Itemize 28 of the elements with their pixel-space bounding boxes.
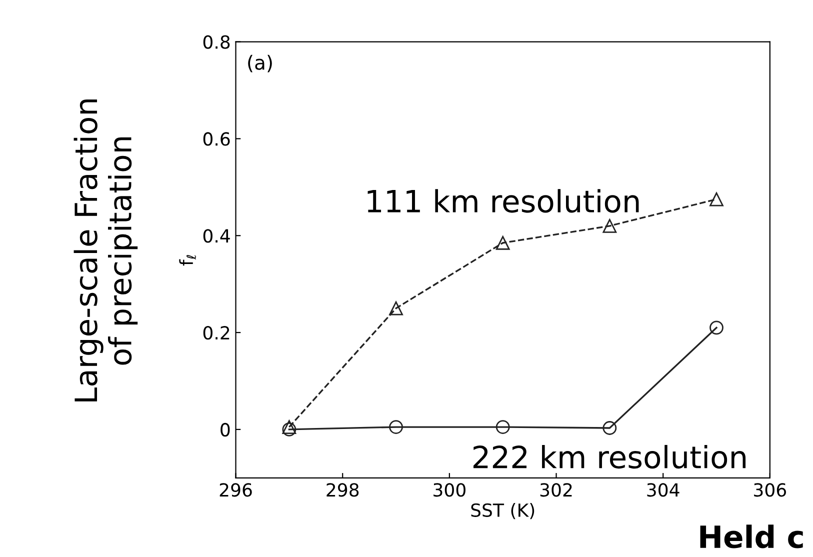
y-tick-label: 0.8 [203,35,230,49]
x-tick-label: 302 [540,483,572,497]
point [389,301,403,316]
point [710,192,724,206]
point [602,421,617,435]
x-tick-label: 296 [220,483,252,497]
y-tick-label: 0.6 [203,132,230,146]
point [496,420,510,434]
x-tick-label: 298 [326,483,359,497]
text: Held c [700,524,803,548]
y-tick-label: 0 [220,422,230,437]
annotation: (a) [248,54,272,72]
point [496,236,510,250]
y-axis-title: f$_{ℓ}$ [179,254,196,266]
annotation: 111 km resolution [368,189,639,213]
y-tick-label: 0.4 [203,229,230,243]
x-axis-title: SST (K) [471,503,534,520]
point [710,320,724,335]
point [282,420,296,434]
x-tick-label: 300 [434,483,466,497]
point [282,422,296,436]
annotation: 222 km resolution [473,444,746,469]
x-tick-label: 304 [647,483,680,497]
text: Large-scale Fraction of precipitation [74,100,138,402]
y-tick-label: 0.2 [203,326,230,340]
point [602,218,617,233]
point [389,420,403,434]
x-tick-label: 306 [754,483,786,497]
